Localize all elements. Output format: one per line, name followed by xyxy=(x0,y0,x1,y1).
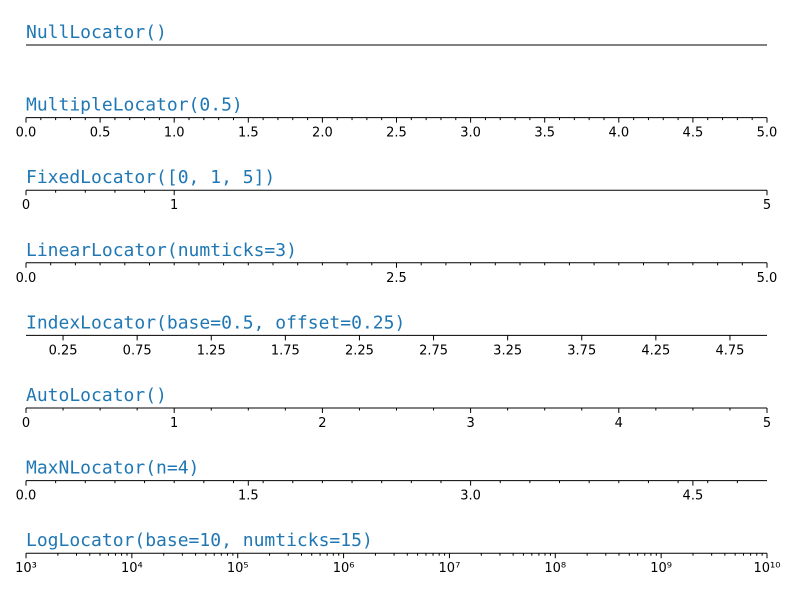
tick-label: 10⁸ xyxy=(544,561,566,576)
axis-title: FixedLocator([0, 1, 5]) xyxy=(26,167,275,188)
tick-label: 5 xyxy=(763,198,771,213)
tick-label: 10¹⁰ xyxy=(754,561,781,576)
tick-label: 0.0 xyxy=(16,126,37,141)
tick-label: 10⁷ xyxy=(439,561,461,576)
tick-label: 5.0 xyxy=(757,271,778,286)
axis-title: IndexLocator(base=0.5, offset=0.25) xyxy=(26,312,405,333)
axis-title: AutoLocator() xyxy=(26,385,167,406)
axis-title: MultipleLocator(0.5) xyxy=(26,95,243,116)
axis-title: LogLocator(base=10, numticks=15) xyxy=(26,530,373,551)
tick-label: 2.5 xyxy=(386,126,407,141)
tick-label: 2 xyxy=(318,416,326,431)
tick-label: 1 xyxy=(170,416,178,431)
tick-label: 1.0 xyxy=(164,126,185,141)
axis-title: NullLocator() xyxy=(26,22,167,43)
tick-label: 10⁶ xyxy=(333,561,355,576)
tick-label: 2.5 xyxy=(386,271,407,286)
tick-label: 3.25 xyxy=(493,343,522,358)
tick-label: 1 xyxy=(170,198,178,213)
axis-title: MaxNLocator(n=4) xyxy=(26,458,199,479)
tick-label: 0.25 xyxy=(49,343,78,358)
tick-label: 4.25 xyxy=(641,343,670,358)
tick-label: 10⁵ xyxy=(227,561,249,576)
tick-label: 4.5 xyxy=(683,126,704,141)
tick-label: 0 xyxy=(22,416,30,431)
tick-label: 2.0 xyxy=(312,126,333,141)
tick-label: 0.5 xyxy=(90,126,111,141)
tick-label: 4.75 xyxy=(715,343,744,358)
axis-title: LinearLocator(numticks=3) xyxy=(26,240,297,261)
tick-label: 5 xyxy=(763,416,771,431)
tick-label: 1.5 xyxy=(238,489,259,504)
tick-label: 5.0 xyxy=(757,126,778,141)
tick-label: 1.5 xyxy=(238,126,259,141)
tick-label: 10³ xyxy=(15,561,37,576)
tick-label: 2.25 xyxy=(345,343,374,358)
tick-label: 0.75 xyxy=(123,343,152,358)
tick-label: 10⁹ xyxy=(650,561,672,576)
tick-label: 3.75 xyxy=(567,343,596,358)
tick-label: 1.75 xyxy=(271,343,300,358)
tick-label: 3.0 xyxy=(460,489,481,504)
tick-label: 0.0 xyxy=(16,489,37,504)
tick-label: 2.75 xyxy=(419,343,448,358)
tick-label: 1.25 xyxy=(197,343,226,358)
tick-label: 4 xyxy=(615,416,623,431)
tick-label: 10⁴ xyxy=(121,561,143,576)
tick-label: 4.5 xyxy=(683,489,704,504)
tick-label: 0.0 xyxy=(16,271,37,286)
tick-label: 4.0 xyxy=(608,126,629,141)
tick-label: 0 xyxy=(22,198,30,213)
tick-label: 3 xyxy=(466,416,474,431)
tick-label: 3.5 xyxy=(534,126,555,141)
tick-label: 3.0 xyxy=(460,126,481,141)
